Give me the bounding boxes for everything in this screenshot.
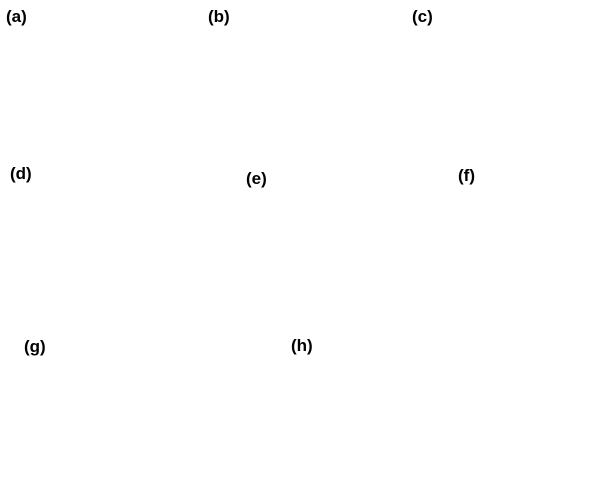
panel-h-cycle-profiles-chart: [290, 335, 520, 504]
panel-a-nmr-chart: [2, 2, 198, 168]
panel-c-eds-maps: [405, 2, 600, 152]
panel-f-label: (f): [458, 166, 475, 185]
panel-d-voltage-profile-chart: [0, 163, 232, 335]
panel-g-cycling-chart: [8, 335, 300, 504]
panel-f-esp-maps: [454, 163, 600, 335]
panel-e-cv-chart: [232, 163, 454, 335]
panel-h-label: (h): [291, 336, 313, 355]
panel-a-label: (a): [6, 7, 27, 26]
panel-b-label: (b): [206, 7, 232, 26]
panel-d-label: (d): [10, 164, 32, 183]
panel-c-label: (c): [412, 7, 433, 26]
panel-e-label: (e): [246, 169, 267, 188]
panel-g-label: (g): [24, 337, 46, 356]
panel-b-sem-image: [202, 4, 418, 149]
